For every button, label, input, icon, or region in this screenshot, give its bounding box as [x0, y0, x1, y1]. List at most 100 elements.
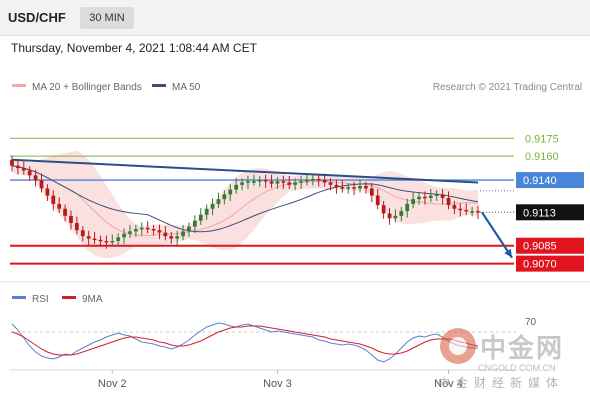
forecast-arrow-shaft [481, 211, 513, 259]
rsi-panel [11, 322, 479, 363]
watermark: 中金网 CNGOLD.COM.CN 中金财经新媒体 [438, 326, 590, 392]
candle-body [92, 238, 97, 241]
candle-body [434, 194, 439, 196]
candle-body [145, 227, 150, 230]
candle-body [428, 195, 433, 198]
interval-button[interactable]: 30 MIN [80, 7, 134, 29]
candle-body [310, 178, 315, 181]
candle-body [411, 199, 416, 204]
ma50-line [11, 165, 479, 233]
candle-body [175, 236, 180, 239]
candle-body [417, 196, 421, 200]
candle-body [169, 236, 174, 239]
candle-body [57, 203, 62, 209]
candle-body [440, 194, 445, 198]
candle-body [316, 178, 321, 181]
candle-body [257, 180, 262, 182]
candle-body [464, 209, 469, 212]
level-label: 0.9070 [523, 259, 557, 271]
candle-body [381, 205, 386, 214]
candle-body [104, 240, 109, 243]
candle-body [45, 188, 50, 196]
candle-body [39, 180, 44, 189]
x-tick-label: Nov 2 [98, 378, 127, 390]
candle-body [234, 184, 239, 190]
candle-body [110, 240, 115, 243]
candle-body [222, 194, 227, 200]
candle-body [86, 236, 91, 239]
candle-body [358, 186, 362, 189]
forecast-arrow-head [504, 248, 512, 258]
research-credit: Research © 2021 Trading Central [433, 82, 582, 93]
candle-body [204, 208, 209, 215]
candle-body [10, 159, 14, 166]
candle-body [181, 231, 185, 237]
candle-body [476, 211, 480, 213]
candle-body [163, 232, 168, 237]
bearish-trendline [11, 158, 479, 184]
rsi-legend-swatch [12, 296, 26, 299]
candle-body [470, 211, 474, 213]
level-label: 0.9085 [523, 241, 557, 253]
candle-body [74, 223, 79, 231]
bollinger-legend-label: MA 20 + Bollinger Bands [32, 82, 142, 93]
ma20-line [11, 165, 479, 237]
candle-body [210, 203, 215, 209]
candle-body [446, 197, 451, 206]
moving-averages [11, 165, 479, 233]
candle-body [369, 188, 374, 196]
level-tag [516, 237, 584, 254]
candle-body [21, 168, 26, 171]
candle-body [322, 180, 327, 183]
candle-body [334, 184, 339, 188]
candle-body [198, 214, 203, 221]
rsi-legend-label: RSI [32, 294, 49, 305]
ma9-legend-swatch [62, 296, 76, 299]
candle-body [458, 208, 463, 211]
candle-body [192, 220, 197, 227]
candle-body [116, 237, 121, 241]
candle-body [216, 199, 221, 204]
candle-body [133, 229, 138, 232]
chart-datetime: Thursday, November 4, 2021 1:08:44 AM CE… [11, 41, 257, 55]
candle-body [33, 175, 38, 181]
level-tag [516, 204, 584, 221]
candle-body [423, 196, 427, 199]
forecast-arrow [481, 211, 513, 259]
candle-body [80, 230, 85, 237]
symbol-label: USD/CHF [8, 10, 66, 25]
candle-body [228, 189, 233, 195]
level-label: 0.9175 [525, 133, 559, 145]
chart-header: USD/CHF 30 MIN [0, 0, 590, 36]
candle-body [128, 231, 132, 234]
watermark-logo-icon [440, 328, 476, 364]
candle-body [375, 195, 380, 206]
candle-body [405, 203, 410, 212]
time-axis: Nov 2 Nov 3 Nov 4 [98, 370, 463, 390]
candle-body [122, 233, 126, 238]
candle-body [16, 165, 20, 169]
trendline [11, 158, 479, 184]
candle-body [269, 181, 274, 184]
level-label: 0.9140 [523, 175, 557, 187]
candle-body [393, 215, 398, 219]
ma50-legend-label: MA 50 [172, 82, 201, 93]
level-label: 0.9160 [525, 151, 559, 163]
candle-body [151, 229, 156, 231]
level-label: 0.9113 [523, 207, 556, 219]
candle-body [299, 181, 303, 183]
candle-body [328, 182, 333, 185]
watermark-subtitle: 中金财经新媒体 [438, 376, 565, 390]
level-tag [516, 255, 584, 272]
rsi-ma-line [11, 325, 479, 356]
candle-body [251, 181, 256, 183]
x-tick-label: Nov 3 [263, 378, 292, 390]
candle-body [51, 195, 56, 204]
candle-body [293, 182, 298, 185]
candle-body [69, 215, 73, 224]
candle-body [305, 180, 309, 182]
price-legend: MA 20 + Bollinger Bands MA 50 Research ©… [12, 82, 582, 93]
candle-body [246, 181, 250, 183]
candle-body [263, 180, 268, 182]
x-tick-label: Nov 4 [434, 378, 463, 390]
